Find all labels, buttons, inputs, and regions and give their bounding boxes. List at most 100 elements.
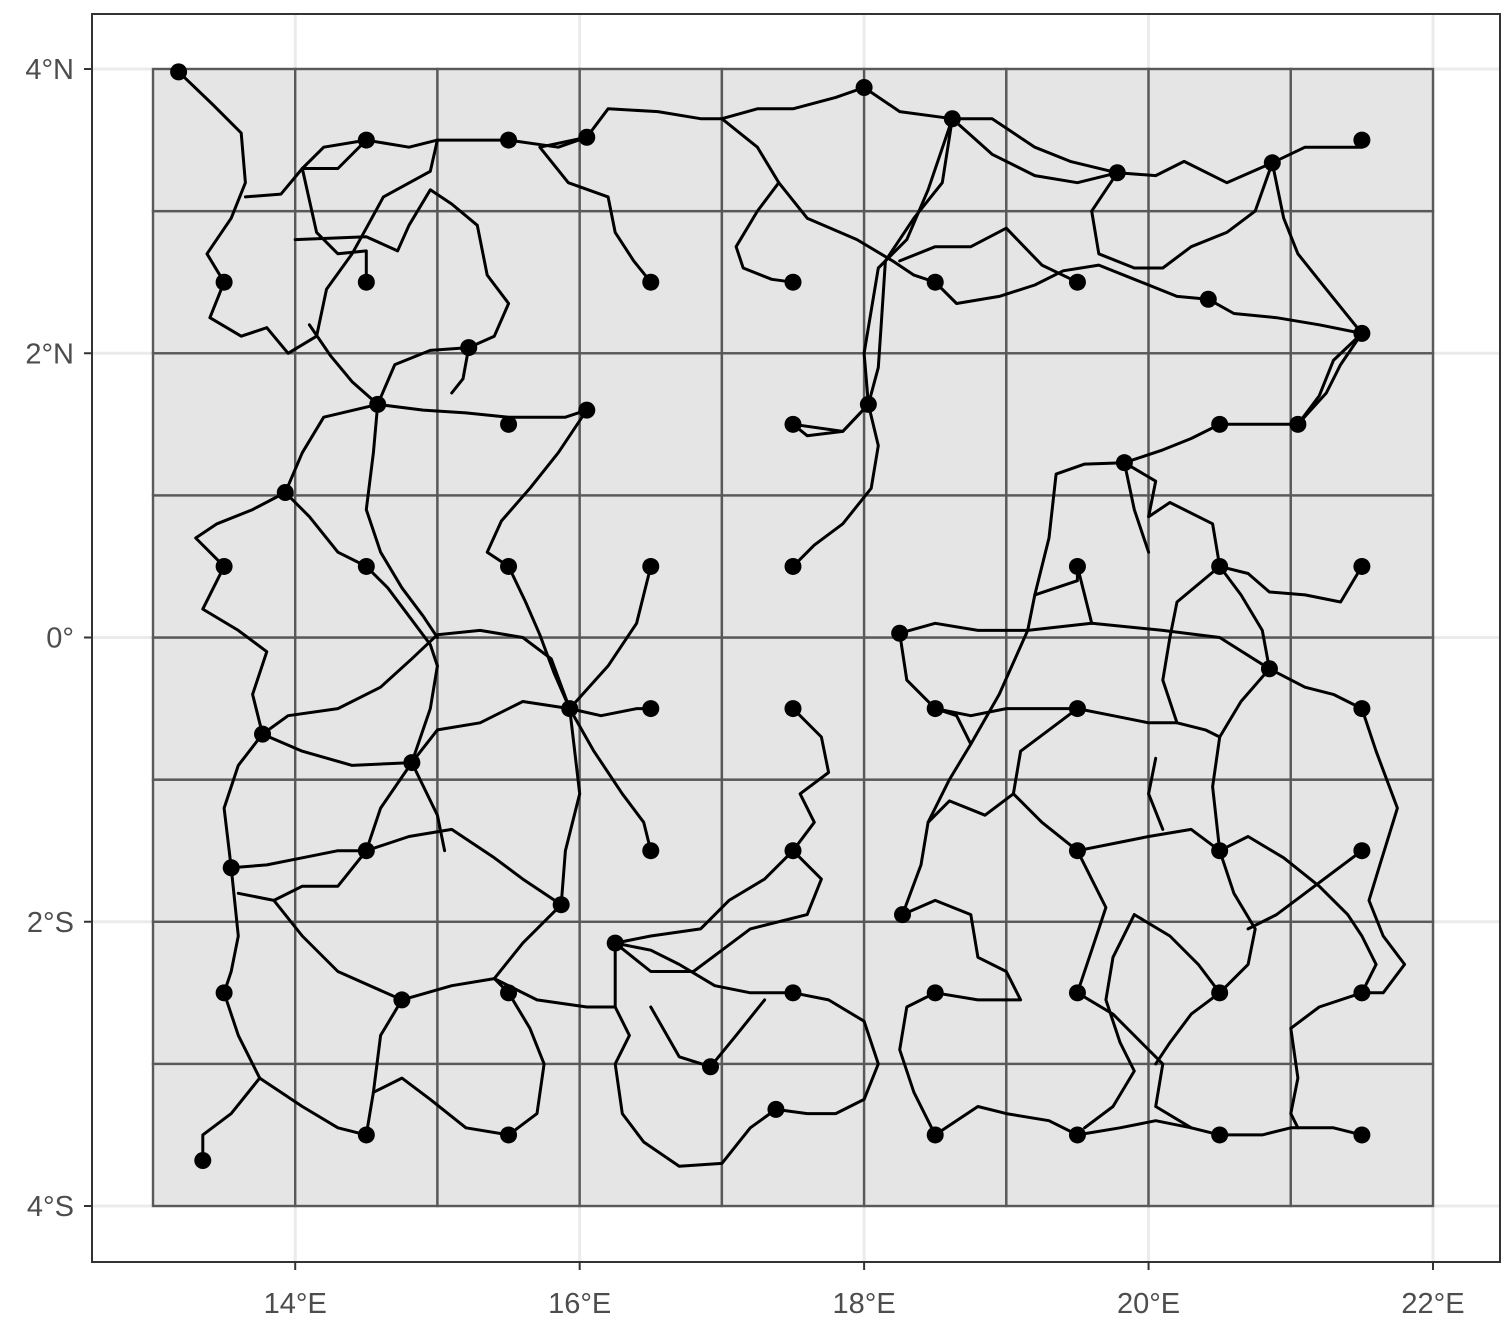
route-line <box>1122 461 1222 568</box>
route-line <box>950 117 1119 175</box>
route-line <box>208 138 439 355</box>
route-line <box>559 707 582 907</box>
route-point <box>357 1126 375 1144</box>
grid-cells <box>151 67 1435 1208</box>
route-line <box>898 991 937 1137</box>
y-tick-label: 4°S <box>27 1191 74 1223</box>
route-point <box>1108 164 1126 182</box>
grid-cell <box>151 67 297 213</box>
route-line <box>371 1076 511 1137</box>
route-point <box>1353 984 1371 1002</box>
route-point <box>393 991 411 1009</box>
grid-cell <box>862 778 1008 923</box>
route-line <box>1147 756 1165 831</box>
route-line <box>1296 331 1364 426</box>
route-line <box>568 564 653 711</box>
x-tick-label: 14°E <box>264 1288 327 1320</box>
grid-cell <box>1005 67 1150 213</box>
route-point <box>767 1100 785 1118</box>
route-line <box>791 402 870 433</box>
grid-cell <box>1147 67 1292 213</box>
route-point <box>215 984 233 1002</box>
route-line <box>926 792 1015 824</box>
route-point <box>1068 273 1086 291</box>
route-line <box>229 827 563 907</box>
route-line <box>1122 422 1300 465</box>
route-point <box>926 1126 944 1144</box>
route-point <box>1353 1126 1371 1144</box>
route-line <box>1122 461 1151 554</box>
x-tick-label: 16°E <box>548 1288 611 1320</box>
grid-cell <box>151 778 297 923</box>
y-axis: 4°N 2°N 0° 2°S 4°S <box>25 54 92 1223</box>
route-line <box>177 70 247 284</box>
grid-cell <box>436 209 581 355</box>
route-line <box>1270 161 1364 335</box>
route-point <box>403 754 421 772</box>
route-line <box>1218 1126 1364 1137</box>
route-line <box>492 903 563 995</box>
route-point <box>784 984 802 1002</box>
route-line <box>933 263 1210 305</box>
route-line <box>969 628 1030 746</box>
route-line <box>410 761 447 853</box>
route-point <box>926 700 944 718</box>
route-line <box>898 226 1079 284</box>
route-point <box>578 401 596 419</box>
grid-cell <box>294 920 439 1066</box>
route-line <box>410 664 439 765</box>
route-line <box>1075 1119 1222 1137</box>
x-tick-label: 20°E <box>1117 1288 1180 1320</box>
grid-cell <box>151 1062 297 1208</box>
y-tick-label: 2°N <box>25 338 74 370</box>
route-line <box>222 732 264 870</box>
route-point <box>1068 700 1086 718</box>
route-point <box>1068 557 1086 575</box>
route-point <box>215 557 233 575</box>
route-point <box>1289 415 1307 433</box>
y-tick-label: 2°S <box>27 907 74 939</box>
route-line <box>1083 913 1136 1130</box>
route-point <box>642 700 660 718</box>
route-point <box>1353 324 1371 342</box>
grid-cell <box>862 494 1008 639</box>
route-point <box>500 131 518 149</box>
route-line <box>901 898 1023 1002</box>
route-point <box>1211 1126 1229 1144</box>
route-line <box>1218 835 1378 995</box>
grid-cell <box>294 352 439 497</box>
route-line <box>720 117 795 284</box>
route-line <box>866 117 954 406</box>
route-line <box>1218 849 1257 995</box>
route-line <box>1075 707 1222 739</box>
route-point <box>500 1126 518 1144</box>
route-point <box>784 557 802 575</box>
route-point <box>215 273 233 291</box>
route-point <box>194 1152 212 1170</box>
route-line <box>1360 707 1407 995</box>
route-line <box>236 849 368 902</box>
route-line <box>364 761 414 853</box>
route-point <box>642 842 660 860</box>
route-point <box>369 395 387 413</box>
route-point <box>170 63 188 81</box>
route-line <box>862 86 954 121</box>
route-point <box>357 842 375 860</box>
route-line <box>283 402 380 494</box>
route-point <box>254 725 272 743</box>
route-point <box>1068 984 1086 1002</box>
route-line <box>1206 297 1364 335</box>
route-line <box>485 408 589 568</box>
route-line <box>258 1076 368 1137</box>
route-line <box>1090 161 1274 270</box>
route-line <box>1011 707 1079 853</box>
route-line <box>1218 564 1364 604</box>
route-line <box>613 849 795 945</box>
route-point <box>926 984 944 1002</box>
route-point <box>859 395 877 413</box>
route-line <box>1075 827 1222 853</box>
grid-cell <box>720 67 866 213</box>
route-point <box>926 273 944 291</box>
grid-cell <box>151 352 297 497</box>
